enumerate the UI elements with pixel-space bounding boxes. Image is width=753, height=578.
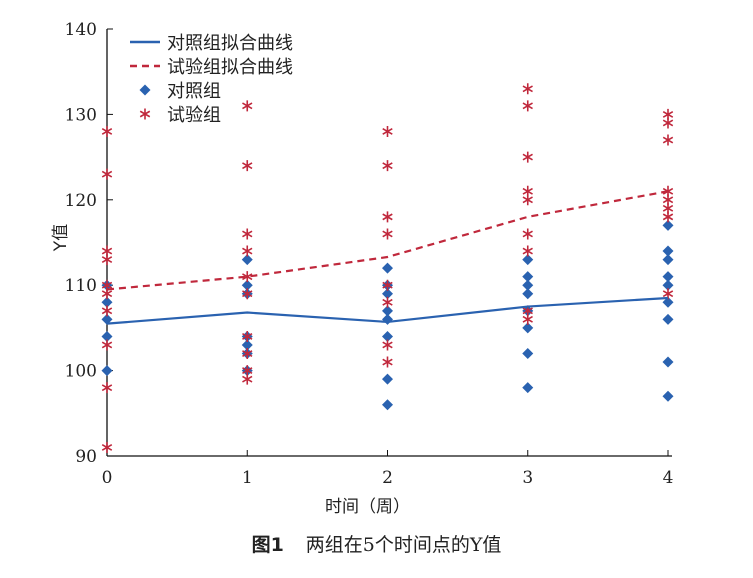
trial-point xyxy=(242,245,253,257)
trial-point xyxy=(662,288,674,300)
trial-point xyxy=(382,211,393,223)
y-tick-label: 110 xyxy=(65,276,97,296)
trial-point xyxy=(382,228,393,240)
control-point xyxy=(382,288,393,300)
trial-point xyxy=(382,279,393,291)
x-tick-label: 3 xyxy=(522,468,533,488)
control-point xyxy=(662,390,674,402)
control-point xyxy=(662,356,674,368)
trial-point xyxy=(522,313,533,325)
y-tick-label: 100 xyxy=(65,362,97,382)
x-tick-label: 4 xyxy=(663,468,674,488)
trial-point xyxy=(242,228,253,240)
control-point xyxy=(662,219,674,231)
trial-point xyxy=(101,441,113,453)
trial-point xyxy=(101,339,113,351)
legend-diamond-marker xyxy=(139,84,151,96)
control-point xyxy=(241,279,253,291)
control-point xyxy=(101,330,113,342)
trial-point xyxy=(662,134,674,146)
trial-point xyxy=(101,288,113,300)
control-point xyxy=(662,271,674,283)
trial-point xyxy=(662,117,674,129)
control-point xyxy=(241,339,253,351)
trial-point xyxy=(382,339,393,351)
x-tick-label: 0 xyxy=(102,468,113,488)
trial-point xyxy=(522,83,533,95)
control-point xyxy=(662,313,674,325)
trial-point xyxy=(242,373,253,385)
trial-point xyxy=(242,288,253,300)
trial-point xyxy=(242,348,253,360)
control-point xyxy=(522,322,534,334)
control-point xyxy=(522,348,534,360)
control-point xyxy=(522,279,534,291)
trial-point xyxy=(662,211,674,223)
legend-asterisk-marker xyxy=(139,108,151,120)
trial-point xyxy=(101,125,113,137)
control-point xyxy=(382,305,393,317)
control-point xyxy=(522,382,534,394)
y-tick-label: 140 xyxy=(65,20,97,40)
figure-caption: 图1 两组在5个时间点的Y值 xyxy=(0,530,753,557)
trial-point xyxy=(101,254,113,266)
control-point xyxy=(522,271,534,283)
legend-label: 对照组拟合曲线 xyxy=(167,33,293,54)
y-tick-label: 90 xyxy=(75,447,97,467)
control-point xyxy=(662,245,674,257)
trial-point xyxy=(242,160,253,172)
y-tick-label: 120 xyxy=(65,191,97,211)
caption-label: 图1 xyxy=(251,534,284,556)
control-fit-line xyxy=(106,296,669,325)
trial-point xyxy=(522,100,533,112)
trial-point xyxy=(101,168,113,180)
trial-point xyxy=(242,271,253,283)
control-point xyxy=(382,373,393,385)
trial-point xyxy=(522,228,533,240)
trial-point xyxy=(242,330,253,342)
trial-point xyxy=(382,125,393,137)
trial-point xyxy=(522,245,533,257)
trial-point xyxy=(522,151,533,163)
trial-point xyxy=(242,100,253,112)
control-point xyxy=(662,296,674,308)
control-point xyxy=(101,296,113,308)
control-point xyxy=(662,254,674,266)
control-point xyxy=(522,254,534,266)
control-point xyxy=(382,330,393,342)
x-axis-label: 时间（周） xyxy=(325,497,410,517)
trial-point xyxy=(382,356,393,368)
trial-point xyxy=(101,382,113,394)
control-point xyxy=(522,288,534,300)
control-point xyxy=(382,313,393,325)
control-point xyxy=(101,365,113,377)
x-tick-label: 2 xyxy=(382,468,393,488)
legend-label: 试验组 xyxy=(167,105,221,126)
trial-point xyxy=(101,305,113,317)
chart: 90 100 110 120 130 140 0 1 2 3 4 时间（周） Y值 对照组拟合曲线试验组拟… xyxy=(51,20,674,517)
control-point xyxy=(662,279,674,291)
control-point xyxy=(241,254,253,266)
control-point xyxy=(382,399,393,411)
legend-label: 试验组拟合曲线 xyxy=(167,57,293,78)
legend-label: 对照组 xyxy=(167,81,221,102)
trial-point xyxy=(522,194,533,206)
caption-text: 两组在5个时间点的Y值 xyxy=(305,534,502,556)
control-point xyxy=(101,313,113,325)
y-axis-label: Y值 xyxy=(51,224,71,252)
trial-fit-line xyxy=(106,190,669,291)
y-tick-label: 130 xyxy=(65,105,97,125)
trial-point xyxy=(382,296,393,308)
trial-point xyxy=(382,160,393,172)
control-point xyxy=(382,262,393,274)
x-tick-label: 1 xyxy=(242,468,253,488)
